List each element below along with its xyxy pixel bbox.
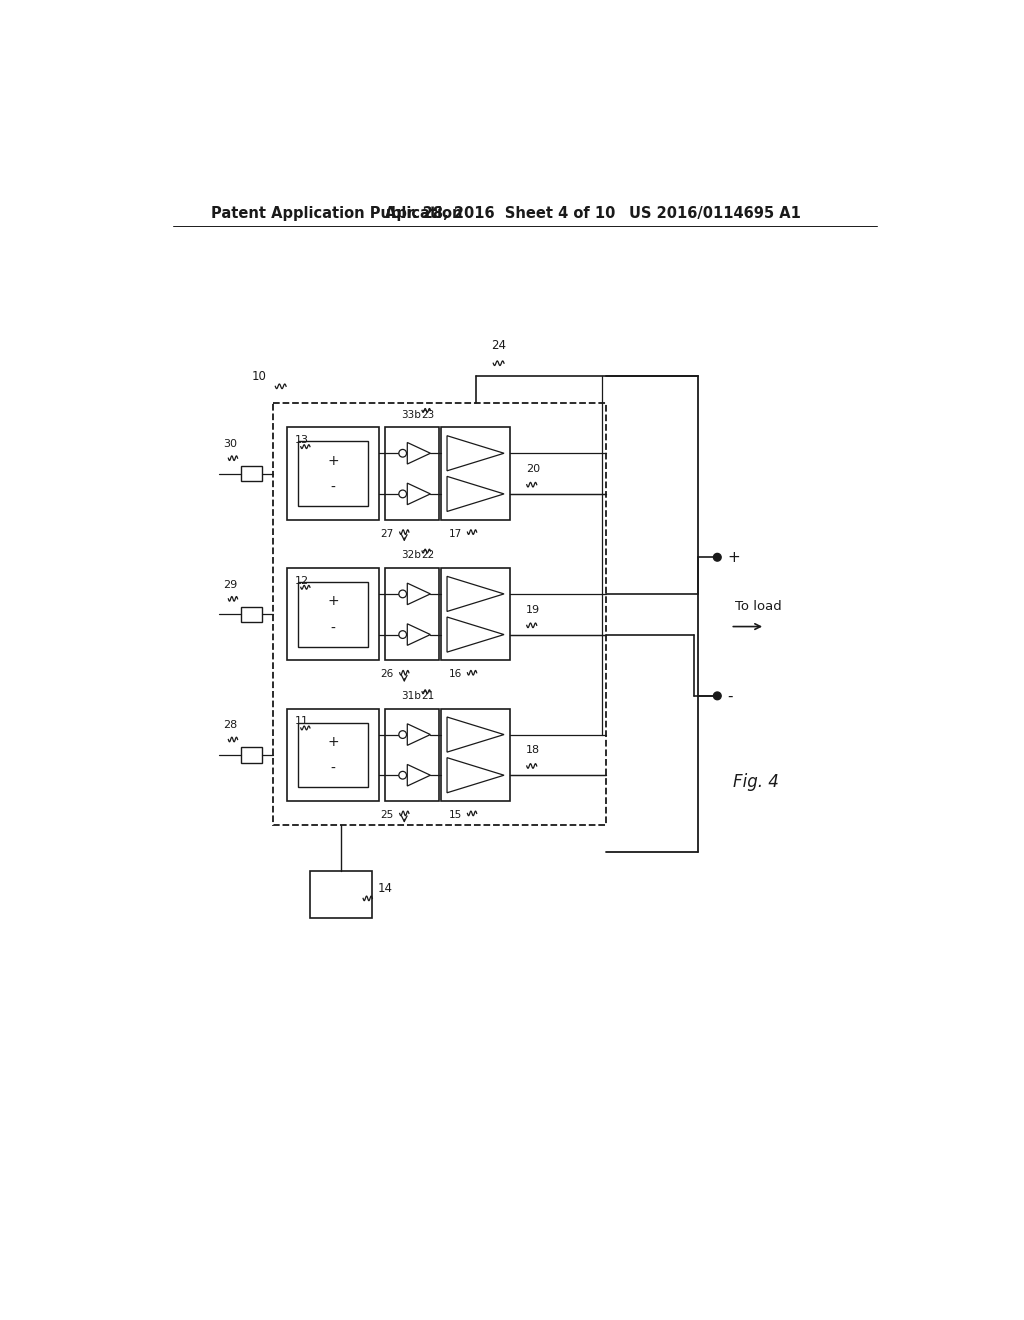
Text: +: + [727,549,740,565]
Text: 17: 17 [449,528,462,539]
Text: +: + [328,735,339,748]
Text: 25: 25 [380,810,393,820]
Text: 23: 23 [422,409,435,420]
Text: 32b: 32b [401,550,421,560]
Circle shape [398,771,407,779]
Circle shape [398,590,407,598]
Text: Patent Application Publication: Patent Application Publication [211,206,463,222]
Text: 33b: 33b [401,409,421,420]
Text: 15: 15 [449,810,462,820]
Text: 31b: 31b [401,690,421,701]
Bar [385,428,439,520]
Bar [310,871,372,917]
Text: 21: 21 [422,690,435,701]
Circle shape [398,731,407,738]
Text: 30: 30 [223,440,238,449]
Text: 22: 22 [422,550,435,560]
Bar [298,582,368,647]
Text: 10: 10 [252,370,267,383]
Text: -: - [331,762,336,776]
Text: -: - [331,480,336,495]
Text: Apr. 28, 2016  Sheet 4 of 10: Apr. 28, 2016 Sheet 4 of 10 [385,206,615,222]
Text: 20: 20 [526,463,541,474]
Circle shape [398,631,407,639]
Text: Fig. 4: Fig. 4 [733,774,778,791]
Text: 27: 27 [380,528,393,539]
Text: +: + [328,594,339,609]
Circle shape [714,692,721,700]
Text: 16: 16 [449,669,462,680]
Text: 11: 11 [295,717,308,726]
Text: 19: 19 [526,605,541,615]
Text: -: - [727,688,733,704]
Text: 28: 28 [223,721,238,730]
Text: US 2016/0114695 A1: US 2016/0114695 A1 [629,206,801,222]
Bar [241,607,262,622]
Bar [287,428,379,520]
Text: 13: 13 [295,436,308,445]
Bar [241,747,262,763]
Text: -: - [331,622,336,635]
Text: 14: 14 [378,882,393,895]
Bar [273,404,605,825]
Circle shape [714,553,721,561]
Bar [441,568,510,660]
Text: 12: 12 [295,576,308,586]
Circle shape [398,490,407,498]
Bar [441,428,510,520]
Text: To load: To load [735,599,781,612]
Bar [298,722,368,787]
Text: 18: 18 [526,746,541,755]
Bar [287,568,379,660]
Text: 29: 29 [223,579,238,590]
Text: 24: 24 [492,339,506,352]
Bar [287,709,379,801]
Circle shape [398,449,407,457]
Bar [385,709,439,801]
Text: +: + [328,454,339,467]
Bar [241,466,262,482]
Bar [298,441,368,506]
Bar [441,709,510,801]
Text: 26: 26 [380,669,393,680]
Bar [385,568,439,660]
